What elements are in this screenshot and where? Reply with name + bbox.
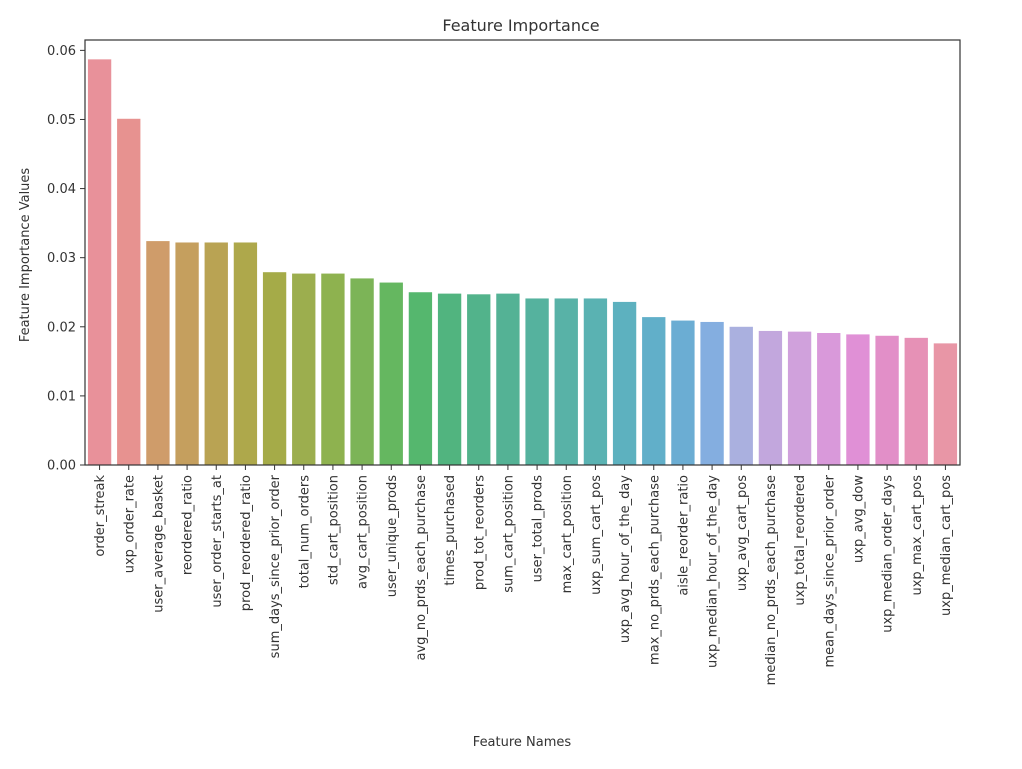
x-tick-label: median_no_prds_each_purchase (764, 475, 779, 685)
x-tick-label: user_total_prods (531, 475, 546, 583)
x-tick-label: max_cart_position (560, 475, 575, 593)
y-axis-label: Feature Importance Values (18, 168, 33, 343)
x-tick-label: total_num_orders (297, 475, 312, 589)
bar-reordered-ratio (175, 242, 199, 465)
bar-uxp-median-cart-pos (933, 343, 958, 465)
x-tick-label: uxp_median_hour_of_the_day (706, 475, 721, 668)
x-tick-label: uxp_total_reordered (793, 475, 808, 606)
y-tick-label: 0.04 (47, 182, 76, 197)
bar-median-no-prds-each-purchase (758, 330, 783, 465)
x-tick-label: avg_cart_position (356, 475, 371, 589)
bar-uxp-avg-hour-of-the-day (612, 301, 637, 465)
chart-title: Feature Importance (442, 16, 599, 35)
bar-uxp-avg-cart-pos (729, 326, 753, 465)
x-tick-label: uxp_median_cart_pos (939, 475, 954, 616)
x-tick-label: aisle_reorder_ratio (676, 475, 691, 596)
y-tick-label: 0.03 (47, 251, 76, 266)
x-tick-label: user_average_basket (151, 475, 166, 613)
y-tick-label: 0.06 (47, 44, 76, 59)
x-tick-label: uxp_avg_dow (851, 475, 866, 563)
y-axis-ticks: 0.00 0.01 0.02 0.03 0.04 0.05 0.06 (47, 44, 85, 474)
bar-uxp-median-hour-of-the-day (700, 321, 724, 465)
bar-max-cart-position (554, 298, 578, 465)
x-tick-label: avg_no_prds_each_purchase (414, 475, 429, 661)
x-tick-label: uxp_sum_cart_pos (589, 475, 604, 595)
bar-uxp-sum-cart-pos (583, 298, 608, 465)
x-tick-label: mean_days_since_prior_order (822, 474, 837, 667)
bar-user-order-starts-at (204, 242, 228, 465)
plot-frame (84, 39, 961, 466)
bar-uxp-total-reordered (787, 331, 812, 465)
bar-total-num-orders (292, 273, 316, 465)
bar-aisle-reorder-ratio (671, 320, 695, 465)
bar-prod-reordered-ratio (233, 242, 258, 465)
bar-avg-no-prds-each-purchase (408, 292, 433, 465)
bar-sum-cart-position (496, 293, 520, 465)
y-tick-label: 0.01 (47, 389, 76, 404)
x-axis-ticks: order_streak uxp_order_rate user_average_b… (93, 465, 954, 685)
x-tick-label: prod_reordered_ratio (239, 475, 254, 611)
bar-times-purchased (437, 293, 462, 465)
bar-user-unique-prods (379, 282, 403, 465)
x-tick-label: sum_cart_position (501, 475, 516, 593)
x-tick-label: reordered_ratio (181, 475, 196, 575)
x-tick-label: times_purchased (443, 475, 458, 586)
x-tick-label: uxp_order_rate (122, 475, 137, 573)
x-tick-label: std_cart_position (326, 475, 341, 585)
bar-user-average-basket (146, 241, 170, 465)
bar-uxp-avg-dow (846, 334, 870, 465)
bar-std-cart-position (321, 273, 345, 465)
x-tick-label: sum_days_since_prior_order (268, 474, 283, 658)
bars-group (87, 59, 958, 465)
x-tick-label: uxp_median_order_days (881, 475, 896, 633)
x-tick-label: uxp_avg_cart_pos (735, 475, 750, 591)
x-tick-label: max_no_prds_each_purchase (647, 475, 662, 665)
x-tick-label: uxp_max_cart_pos (910, 475, 925, 596)
x-tick-label: uxp_avg_hour_of_the_day (618, 475, 633, 643)
x-tick-label: order_streak (93, 475, 108, 557)
bar-max-no-prds-each-purchase (642, 317, 666, 465)
y-tick-label: 0.00 (47, 459, 76, 474)
bar-uxp-median-order-days (875, 335, 899, 465)
bar-uxp-max-cart-pos (904, 337, 928, 465)
bar-prod-tot-reorders (467, 294, 491, 465)
bar-sum-days-since-prior-order (262, 272, 287, 465)
x-tick-label: user_unique_prods (385, 475, 400, 597)
bar-user-total-prods (525, 298, 549, 465)
y-tick-label: 0.05 (47, 113, 76, 128)
bar-mean-days-since-prior-order (817, 333, 841, 465)
bar-uxp-order-rate (117, 118, 141, 465)
y-tick-label: 0.02 (47, 320, 76, 335)
bar-avg-cart-position (350, 278, 374, 465)
x-axis-label: Feature Names (473, 735, 572, 750)
bar-order-streak (87, 59, 112, 465)
x-tick-label: prod_tot_reorders (472, 475, 487, 590)
x-tick-label: user_order_starts_at (210, 475, 225, 608)
